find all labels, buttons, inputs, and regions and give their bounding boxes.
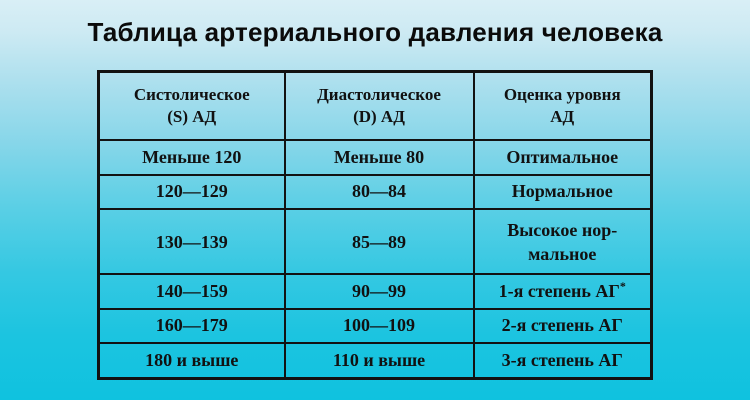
column-header-diastolic: Диастолическое (D) АД bbox=[283, 70, 475, 141]
cell-assessment: 3-я степень АГ bbox=[472, 342, 653, 380]
cell-assessment-line2: мальное bbox=[528, 243, 597, 264]
table-header-row: Систолическое (S) АД Диастолическое (D) … bbox=[97, 70, 653, 141]
page-title: Таблица артериального давления человека bbox=[87, 17, 663, 47]
cell-assessment-line1: Оптимальное bbox=[506, 146, 619, 167]
column-header-systolic-line2: (S) АД bbox=[167, 107, 217, 126]
column-header-systolic-line1: Систолическое bbox=[133, 85, 250, 104]
column-header-assessment: Оценка уровня АД bbox=[472, 70, 653, 141]
column-header-diastolic-line1: Диастолическое bbox=[317, 85, 441, 104]
cell-diastolic: 90—99 bbox=[283, 272, 475, 310]
table-row: 120—129 80—84 Нормальное bbox=[97, 173, 653, 211]
table-header: Систолическое (S) АД Диастолическое (D) … bbox=[97, 70, 653, 141]
table-row: 140—159 90—99 1-я степень АГ* bbox=[97, 272, 653, 310]
column-header-assessment-line2: АД bbox=[550, 107, 575, 126]
table-body: Меньше 120 Меньше 80 Оптимальное 120—129… bbox=[97, 139, 653, 380]
cell-assessment-line1: 1-я степень АГ bbox=[498, 280, 620, 301]
cell-diastolic: Меньше 80 bbox=[283, 139, 475, 176]
blood-pressure-table-container: Систолическое (S) АД Диастолическое (D) … bbox=[97, 70, 653, 380]
table-row: 180 и выше 110 и выше 3-я степень АГ bbox=[97, 342, 653, 380]
cell-assessment-line1: 2-я степень АГ bbox=[501, 315, 623, 336]
blood-pressure-table: Систолическое (S) АД Диастолическое (D) … bbox=[97, 70, 653, 380]
cell-assessment: Оптимальное bbox=[472, 139, 653, 176]
cell-diastolic: 100—109 bbox=[283, 307, 475, 345]
table-row: Меньше 120 Меньше 80 Оптимальное bbox=[97, 139, 653, 176]
cell-assessment: 2-я степень АГ bbox=[472, 307, 653, 345]
column-header-assessment-line1: Оценка уровня bbox=[503, 85, 621, 104]
column-header-systolic: Систолическое (S) АД bbox=[97, 70, 286, 141]
cell-systolic: 120—129 bbox=[97, 173, 286, 211]
cell-assessment: Высокое нор- мальное bbox=[472, 208, 653, 275]
column-header-diastolic-line2: (D) АД bbox=[353, 107, 405, 126]
footnote-marker: * bbox=[619, 278, 626, 293]
cell-diastolic: 110 и выше bbox=[283, 342, 475, 380]
cell-systolic: 130—139 bbox=[97, 208, 286, 275]
cell-assessment-line1: Высокое нор- bbox=[507, 219, 618, 240]
cell-assessment-line1: Нормальное bbox=[511, 181, 613, 202]
cell-diastolic: 85—89 bbox=[283, 208, 475, 275]
table-row: 130—139 85—89 Высокое нор- мальное bbox=[97, 208, 653, 275]
cell-diastolic: 80—84 bbox=[283, 173, 475, 211]
table-row: 160—179 100—109 2-я степень АГ bbox=[97, 307, 653, 345]
cell-assessment-line1: 3-я степень АГ bbox=[501, 350, 623, 371]
cell-systolic: Меньше 120 bbox=[97, 139, 286, 176]
cell-systolic: 160—179 bbox=[97, 307, 286, 345]
cell-systolic: 140—159 bbox=[97, 272, 286, 310]
cell-systolic: 180 и выше bbox=[97, 342, 286, 380]
cell-assessment: Нормальное bbox=[472, 173, 653, 211]
cell-assessment: 1-я степень АГ* bbox=[472, 272, 653, 310]
